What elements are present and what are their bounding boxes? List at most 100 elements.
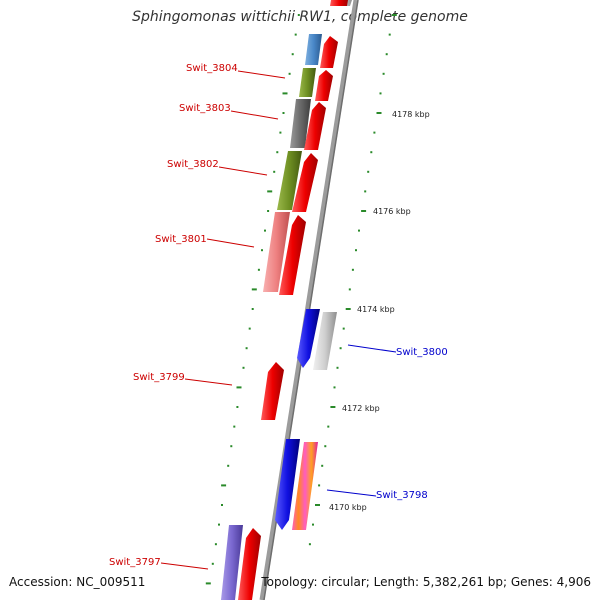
accession-text: Accession: NC_009511 <box>9 575 146 589</box>
gene-label-group-swit-3804: Swit_3804 <box>186 63 286 79</box>
scale-tick <box>339 347 342 350</box>
gene-feature[interactable] <box>221 525 243 600</box>
gene-feature[interactable] <box>277 151 302 210</box>
scale-tick <box>348 288 351 291</box>
scale-tick <box>248 327 251 330</box>
gene-feature[interactable] <box>330 0 348 6</box>
scale-tick <box>230 445 233 448</box>
scale-tick <box>336 366 339 369</box>
scale-tick <box>242 366 245 369</box>
scale-tick <box>294 33 297 36</box>
gene-feature[interactable] <box>292 442 318 530</box>
scale-tick <box>251 288 257 291</box>
leader-line <box>218 166 268 176</box>
scale-label: 4174 kbp <box>357 305 395 314</box>
gene-label-swit-3804[interactable]: Swit_3804 <box>186 63 238 74</box>
leader-line <box>230 110 279 120</box>
scale-label: 4170 kbp <box>329 503 367 512</box>
gene-label-swit-3798[interactable]: Swit_3798 <box>376 490 428 501</box>
scale-tick <box>221 504 223 506</box>
genome-backbone <box>259 0 359 600</box>
gene-feature[interactable] <box>297 309 320 368</box>
leader-line <box>160 562 209 570</box>
leader-line <box>237 70 286 79</box>
scale-tick <box>257 268 260 271</box>
leader-line <box>326 489 377 497</box>
scale-tick <box>233 425 236 428</box>
gene-feature[interactable] <box>304 102 326 150</box>
scale-tick <box>376 112 382 114</box>
scale-tick <box>330 406 336 408</box>
scale-tick <box>236 386 242 389</box>
gene-feature[interactable] <box>305 34 322 65</box>
scale-tick <box>236 406 239 408</box>
scale-tick <box>251 308 254 310</box>
scale-tick <box>227 464 230 467</box>
scale-label: 4178 kbp <box>392 110 430 119</box>
gene-label-swit-3800[interactable]: Swit_3800 <box>396 347 448 358</box>
genome-summary-text: Topology: circular; Length: 5,382,261 bp… <box>261 575 591 589</box>
scale-tick <box>364 190 367 193</box>
gene-label-group-swit-3803: Swit_3803 <box>179 103 279 120</box>
scale-tick <box>218 523 220 526</box>
scale-tick <box>361 210 367 212</box>
scale-tick <box>276 151 279 154</box>
scale-tick <box>355 249 357 252</box>
gene-label-group-swit-3798: Swit_3798 <box>326 489 428 501</box>
gene-feature[interactable] <box>279 215 306 295</box>
scale-tick <box>379 92 382 95</box>
scale-label: 4172 kbp <box>342 404 380 413</box>
gene-label-group-swit-3800: Swit_3800 <box>347 344 448 358</box>
scale-tick <box>373 131 376 134</box>
gene-label-swit-3797[interactable]: Swit_3797 <box>109 557 161 568</box>
gene-label-swit-3803[interactable]: Swit_3803 <box>179 103 231 114</box>
gene-feature[interactable] <box>290 99 311 148</box>
gene-feature[interactable] <box>275 439 300 530</box>
scale-tick <box>297 14 300 16</box>
scale-tick <box>315 504 320 506</box>
scale-tick <box>370 151 373 154</box>
gene-feature[interactable] <box>315 70 333 101</box>
scale-tick <box>388 33 391 36</box>
map-title: Sphingomonas wittichii RW1, complete gen… <box>132 9 468 25</box>
scale-tick <box>327 425 330 428</box>
gene-label-group-swit-3801: Swit_3801 <box>155 234 255 248</box>
scale-tick <box>245 347 248 350</box>
scale-tick <box>367 170 370 173</box>
gene-feature[interactable] <box>261 362 284 420</box>
scale-tick <box>279 131 282 134</box>
scale-tick <box>288 72 291 75</box>
scale-tick <box>342 327 345 330</box>
scale-tick <box>382 72 385 75</box>
gene-label-group-swit-3802: Swit_3802 <box>167 159 268 176</box>
gene-feature[interactable] <box>238 528 261 600</box>
scale-tick <box>211 562 214 565</box>
scale-tick <box>214 543 217 546</box>
scale-tick <box>291 53 294 56</box>
scale-tick <box>321 464 324 467</box>
scale-tick <box>267 210 270 212</box>
gene-feature[interactable] <box>320 36 338 68</box>
gene-feature[interactable] <box>263 212 290 292</box>
gene-label-swit-3802[interactable]: Swit_3802 <box>167 159 219 170</box>
scale-tick <box>308 543 311 546</box>
scale-tick <box>282 112 285 114</box>
leader-line <box>184 378 233 386</box>
gene-label-swit-3801[interactable]: Swit_3801 <box>155 234 207 245</box>
gene-label-group-swit-3797: Swit_3797 <box>109 557 209 570</box>
gene-label-group-swit-3799: Swit_3799 <box>133 372 233 386</box>
gene-feature[interactable] <box>292 153 318 212</box>
gene-features <box>221 0 352 600</box>
scale-tick <box>261 249 263 252</box>
scale-tick <box>345 308 351 310</box>
scale-tick <box>205 582 211 585</box>
scale-tick <box>312 523 314 526</box>
gene-label-swit-3799[interactable]: Swit_3799 <box>133 372 185 383</box>
scale-tick <box>351 268 354 271</box>
gene-feature[interactable] <box>299 68 316 97</box>
scale-tick <box>267 190 273 193</box>
scale-tick <box>318 484 321 487</box>
scale-tick <box>273 170 276 173</box>
gene-feature[interactable] <box>313 312 337 370</box>
